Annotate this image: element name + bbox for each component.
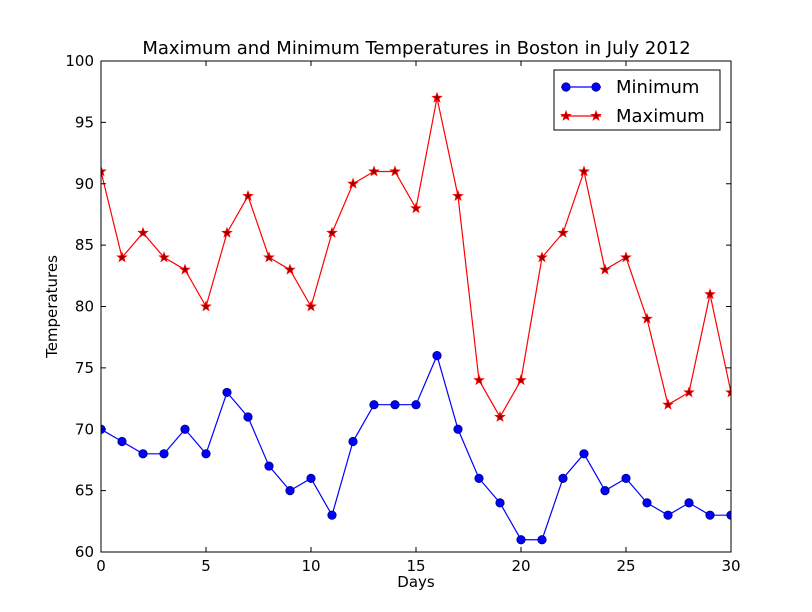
data-point-maximum — [515, 374, 527, 386]
data-point-minimum — [516, 535, 526, 545]
legend-entries: Minimum Maximum — [560, 77, 705, 127]
data-point-minimum — [600, 486, 610, 496]
data-point-minimum — [201, 449, 211, 459]
data-point-minimum — [432, 350, 442, 361]
data-point-minimum — [306, 473, 316, 483]
data-point-maximum — [578, 165, 590, 177]
y-tick-label: 60 — [75, 543, 94, 561]
y-tick-label: 85 — [75, 236, 94, 254]
data-point-maximum — [473, 374, 485, 386]
data-point-maximum — [641, 312, 653, 324]
data-point-minimum — [474, 473, 484, 483]
data-point-maximum — [683, 386, 695, 398]
data-point-minimum — [579, 449, 589, 459]
data-point-minimum — [663, 510, 673, 520]
data-point-maximum — [284, 263, 296, 275]
y-tick-label: 95 — [75, 113, 94, 131]
data-point-minimum — [390, 400, 400, 410]
data-point-maximum — [431, 91, 443, 103]
data-point-maximum — [599, 263, 611, 275]
data-point-maximum — [221, 226, 233, 238]
data-point-maximum — [662, 398, 674, 410]
data-point-maximum — [452, 189, 464, 201]
tick-layer: 0 5 10 15 20 25 30 60 65 70 75 80 85 90 95 100 — [65, 52, 740, 575]
data-point-minimum — [453, 424, 463, 434]
data-point-minimum — [285, 486, 295, 496]
data-point-minimum — [642, 498, 652, 508]
x-tick-label: 25 — [616, 557, 635, 575]
data-point-minimum — [705, 510, 715, 520]
series-layer — [101, 91, 731, 545]
data-point-maximum — [557, 226, 569, 238]
y-axis-label: Temperatures — [43, 255, 61, 359]
data-point-maximum — [368, 165, 380, 177]
data-point-minimum — [327, 510, 337, 520]
x-tick-label: 15 — [406, 557, 425, 575]
x-tick-label: 5 — [201, 557, 211, 575]
legend: Minimum Maximum — [553, 69, 721, 131]
data-point-minimum — [159, 449, 169, 459]
plot-area — [101, 61, 731, 552]
legend-marker-minimum — [591, 82, 601, 92]
data-point-minimum — [264, 461, 274, 471]
data-point-maximum — [347, 177, 359, 189]
data-point-maximum — [158, 251, 170, 263]
data-point-minimum — [684, 498, 694, 508]
data-point-maximum — [326, 226, 338, 238]
legend-marker-minimum — [561, 82, 571, 92]
data-point-maximum — [536, 251, 548, 263]
y-tick-label: 65 — [75, 482, 94, 500]
x-tick-label: 0 — [96, 557, 106, 575]
data-point-maximum — [389, 165, 401, 177]
data-point-minimum — [243, 412, 253, 422]
legend-label-maximum: Maximum — [616, 106, 705, 127]
data-point-maximum — [620, 251, 632, 263]
data-point-minimum — [558, 473, 568, 483]
x-tick-label: 20 — [511, 557, 530, 575]
y-tick-label: 90 — [75, 175, 94, 193]
y-tick-label: 100 — [65, 52, 94, 70]
data-point-minimum — [537, 535, 547, 545]
x-axis-label: Days — [397, 573, 435, 591]
data-point-maximum — [494, 410, 506, 422]
data-point-minimum — [117, 436, 127, 447]
data-point-maximum — [179, 263, 191, 275]
data-point-minimum — [180, 424, 190, 434]
y-tick-label: 70 — [75, 420, 94, 438]
data-point-maximum — [242, 189, 254, 201]
y-tick-label: 75 — [75, 359, 94, 377]
legend-frame — [553, 69, 721, 131]
x-tick-label: 10 — [301, 557, 320, 575]
data-point-minimum — [348, 436, 358, 447]
legend-label-minimum: Minimum — [616, 77, 699, 98]
legend-marker-maximum — [560, 109, 572, 121]
data-point-minimum — [369, 400, 379, 410]
data-point-minimum — [222, 387, 232, 398]
data-point-maximum — [200, 300, 212, 312]
data-point-maximum — [725, 386, 731, 398]
data-point-maximum — [116, 251, 128, 263]
data-point-minimum — [621, 473, 631, 483]
legend-marker-maximum — [590, 109, 602, 121]
data-point-minimum — [495, 498, 505, 508]
data-point-maximum — [305, 300, 317, 312]
x-tick-label: 30 — [721, 557, 740, 575]
data-point-maximum — [263, 251, 275, 263]
data-point-maximum — [137, 226, 149, 238]
data-point-maximum — [410, 202, 422, 214]
data-point-maximum — [704, 288, 716, 300]
data-point-maximum — [101, 165, 107, 177]
y-tick-label: 80 — [75, 298, 94, 316]
chart-title: Maximum and Minimum Temperatures in Bost… — [142, 38, 690, 59]
data-point-minimum — [411, 400, 421, 410]
data-point-minimum — [138, 449, 148, 459]
